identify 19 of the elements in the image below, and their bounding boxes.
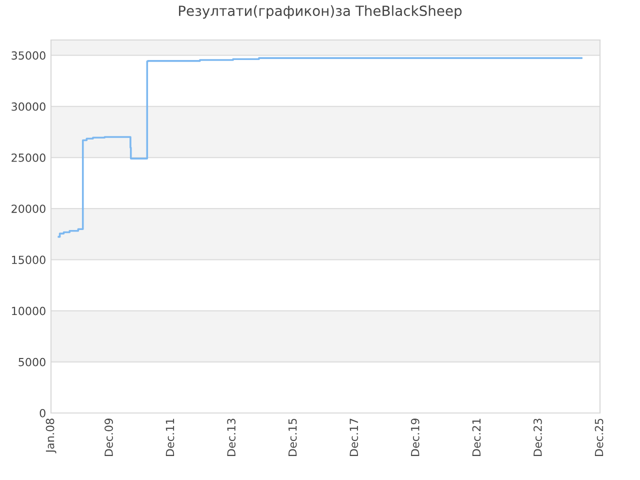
x-tick-label: Dec.25 [594, 418, 604, 456]
y-tick-label: 10000 [12, 306, 46, 316]
x-tick-label: Dec.09 [104, 418, 113, 456]
y-tick-label: 20000 [12, 204, 46, 213]
x-tick-label: Dec.13 [227, 418, 236, 456]
x-tick-label: Dec.23 [533, 418, 542, 456]
y-tick-label: 35000 [12, 51, 46, 60]
y-tick-label: 0 [40, 408, 46, 418]
y-tick-label: 5000 [18, 358, 46, 366]
x-tick-label: Dec.17 [350, 418, 358, 456]
x-tick-label: Dec.19 [410, 418, 420, 456]
x-tick-label: Dec.15 [288, 418, 297, 456]
x-tick-label: Dec.11 [166, 418, 174, 456]
y-tick-label: 30000 [12, 102, 46, 111]
x-tick-label: Jan.08 [46, 418, 56, 454]
y-tick-label: 25000 [12, 153, 46, 162]
chart-title: Резултати(графикон)за TheBlackSheep [179, 5, 462, 19]
y-tick-label: 15000 [12, 256, 46, 264]
x-tick-label: Dec.21 [472, 418, 481, 456]
